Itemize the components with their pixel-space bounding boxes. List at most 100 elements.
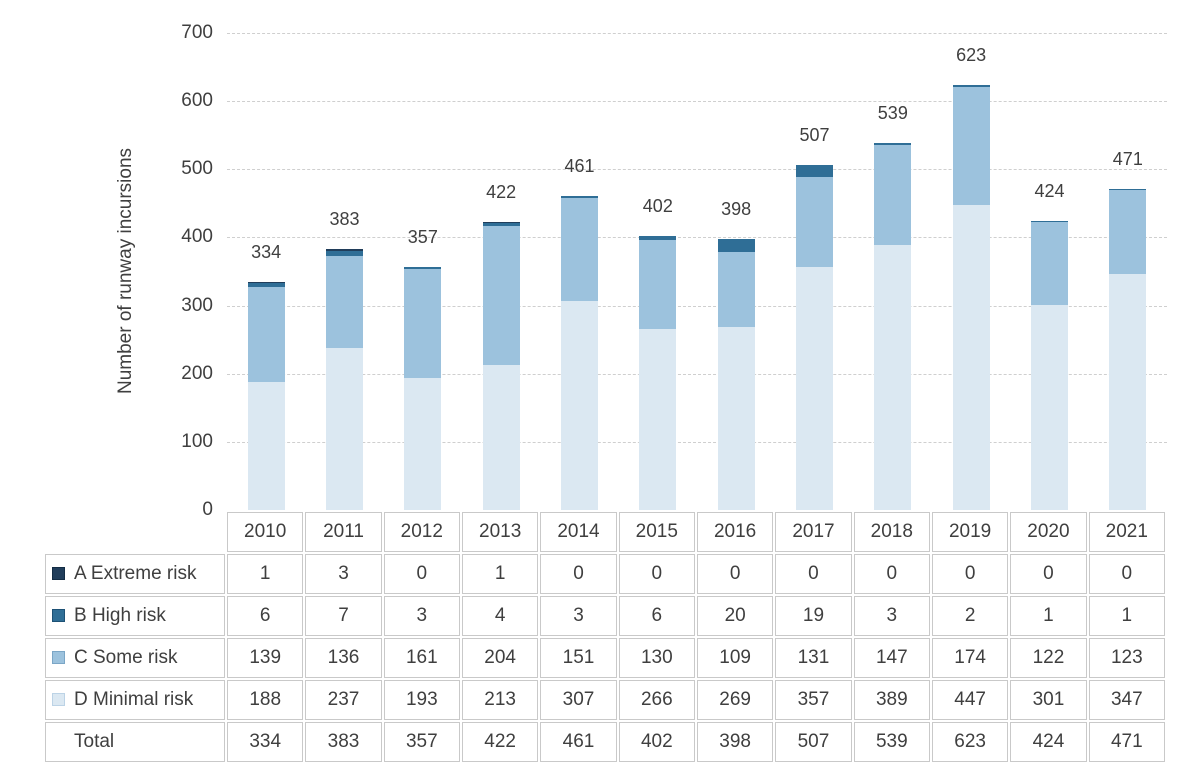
cell-total-2013: 422 [461, 722, 539, 762]
gridline-200 [227, 373, 1167, 375]
bar-2018 [874, 142, 912, 510]
bar-segment-2013-b-high-risk [482, 223, 520, 226]
legend-cell-a-extreme-risk: A Extreme risk [45, 554, 225, 594]
data-table: 2010 2011 2012 2013 2014 2015 2016 2017 2018 2019… [43, 510, 1167, 764]
bar-2016 [717, 238, 755, 510]
cell-a-extreme-risk-2013: 1 [461, 554, 539, 594]
cell-d-minimal-risk-2013: 213 [461, 680, 539, 720]
cell-d-minimal-risk-2016: 269 [696, 680, 774, 720]
year-header-2020: 2020 [1010, 512, 1087, 552]
y-tick-400: 400 [181, 226, 213, 248]
bar-segment-2019-b-high-risk [952, 85, 990, 87]
bar-segment-2010-a-extreme-risk [247, 282, 285, 284]
bar-total-label-2013: 422 [486, 182, 517, 203]
cell-c-some-risk-2014: 151 [540, 638, 617, 678]
cell-total-2015: 402 [618, 722, 695, 762]
cell-d-minimal-risk-2011: 237 [305, 680, 382, 720]
cell-a-extreme-risk-2015: 0 [618, 554, 695, 594]
y-tick-500: 500 [181, 158, 213, 180]
bar-segment-2014-c-some-risk [561, 197, 598, 301]
bar-segment-2016-d-minimal-risk [717, 326, 755, 510]
y-tick-700: 700 [181, 22, 213, 43]
cell-a-extreme-risk-2021: 0 [1088, 554, 1165, 594]
cell-a-extreme-risk-2017: 0 [775, 554, 852, 594]
bar-segment-2012-b-high-risk [404, 266, 442, 269]
bar-total-label-2014: 461 [564, 155, 595, 176]
bar-2014 [561, 195, 598, 510]
cell-b-high-risk-2014: 3 [540, 596, 617, 636]
bar-segment-2012-d-minimal-risk [404, 378, 442, 510]
cell-total-2021: 471 [1088, 722, 1165, 762]
gridline-400 [227, 237, 1167, 239]
year-header-2010: 2010 [227, 512, 304, 552]
bar-total-label-2016: 398 [721, 198, 752, 219]
y-axis-title: Number of runway incursions [115, 147, 136, 395]
cell-a-extreme-risk-2018: 0 [853, 554, 930, 594]
legend-swatch-icon-a-extreme-risk [52, 567, 65, 580]
cell-c-some-risk-2013: 204 [461, 638, 539, 678]
bar-segment-2012-c-some-risk [404, 268, 442, 379]
cell-b-high-risk-2019: 2 [931, 596, 1009, 636]
year-header-2014: 2014 [540, 512, 617, 552]
bar-2017 [796, 164, 833, 510]
table-row-d-minimal-risk: D Minimal risk 188 237 193 213 307 266 269 357 38… [45, 680, 1165, 720]
bar-segment-2010-b-high-risk [247, 283, 285, 288]
table-year-row: 2010 2011 2012 2013 2014 2015 2016 2017 2018 2019… [45, 512, 1165, 552]
legend-swatch-icon-d-minimal-risk [52, 693, 65, 706]
cell-a-extreme-risk-2019: 0 [931, 554, 1009, 594]
legend-label-d-minimal-risk: D Minimal risk [74, 689, 194, 710]
legend-cell-c-some-risk: C Some risk [45, 638, 225, 678]
bar-segment-2013-a-extreme-risk [482, 222, 520, 224]
table-row-b-high-risk: B High risk 6 7 3 4 3 6 20 19 3 2 1 1 [45, 596, 1165, 636]
legend-cell-total: Total [45, 722, 225, 762]
cell-d-minimal-risk-2017: 357 [775, 680, 852, 720]
cell-b-high-risk-2011: 7 [305, 596, 382, 636]
total-row-label: Total [74, 731, 115, 752]
cell-d-minimal-risk-2015: 266 [618, 680, 695, 720]
bar-segment-2018-d-minimal-risk [874, 244, 912, 510]
bar-segment-2021-b-high-risk [1109, 189, 1147, 190]
cell-a-extreme-risk-2014: 0 [540, 554, 617, 594]
cell-b-high-risk-2015: 6 [618, 596, 695, 636]
bar-segment-2013-d-minimal-risk [482, 364, 520, 510]
cell-total-2020: 424 [1010, 722, 1087, 762]
gridline-500 [227, 169, 1167, 171]
bar-2013 [482, 222, 520, 510]
bar-segment-2020-d-minimal-risk [1031, 304, 1068, 510]
legend-cell-d-minimal-risk: D Minimal risk [45, 680, 225, 720]
cell-total-2014: 461 [540, 722, 617, 762]
year-header-2012: 2012 [383, 512, 460, 552]
cell-c-some-risk-2015: 130 [618, 638, 695, 678]
y-tick-0: 0 [202, 499, 213, 520]
bar-segment-2015-c-some-risk [639, 240, 677, 329]
bar-segment-2015-d-minimal-risk [639, 328, 677, 510]
gridline-300 [227, 305, 1167, 307]
bar-segment-2010-d-minimal-risk [247, 381, 285, 510]
cell-b-high-risk-2021: 1 [1088, 596, 1165, 636]
bar-2015 [639, 236, 677, 510]
cell-d-minimal-risk-2019: 447 [931, 680, 1009, 720]
bar-segment-2015-b-high-risk [639, 236, 677, 241]
cell-d-minimal-risk-2018: 389 [853, 680, 930, 720]
bar-segment-2020-b-high-risk [1031, 221, 1068, 222]
bar-segment-2016-b-high-risk [717, 238, 755, 253]
bar-segment-2011-c-some-risk [326, 255, 363, 349]
cell-total-2011: 383 [305, 722, 382, 762]
y-tick-300: 300 [181, 294, 213, 316]
gridline-600 [227, 101, 1167, 103]
cell-c-some-risk-2012: 161 [383, 638, 460, 678]
cell-c-some-risk-2021: 123 [1088, 638, 1165, 678]
y-tick-600: 600 [181, 90, 213, 112]
cell-b-high-risk-2010: 6 [227, 596, 304, 636]
bar-2020 [1031, 221, 1068, 510]
legend-swatch-icon-c-some-risk [52, 651, 65, 664]
gridline-700 [227, 33, 1167, 34]
gridline-100 [227, 441, 1167, 443]
bar-segment-2019-c-some-risk [952, 86, 990, 206]
bar-segment-2018-b-high-risk [874, 142, 912, 145]
bar-segment-2013-c-some-risk [482, 225, 520, 365]
bar-segment-2011-d-minimal-risk [326, 348, 363, 510]
cell-d-minimal-risk-2010: 188 [227, 680, 304, 720]
legend-label-a-extreme-risk: A Extreme risk [74, 563, 197, 584]
